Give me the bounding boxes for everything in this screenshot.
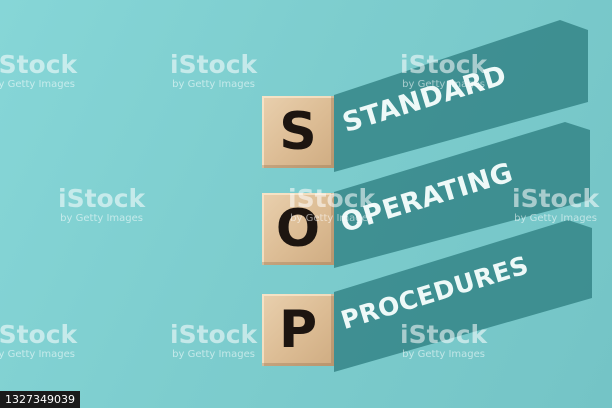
shadow-procedures: [334, 220, 592, 372]
cube-s: S: [262, 96, 334, 168]
shadow-standard: [334, 20, 588, 172]
cube-letter-s: S: [279, 102, 317, 162]
shadow-operating: [334, 122, 590, 268]
cube-letter-o: O: [275, 199, 321, 259]
cube-p: P: [262, 294, 334, 366]
cube-o: O: [262, 193, 334, 265]
cube-letter-p: P: [278, 300, 318, 360]
stock-id: 1327349039: [0, 391, 80, 408]
